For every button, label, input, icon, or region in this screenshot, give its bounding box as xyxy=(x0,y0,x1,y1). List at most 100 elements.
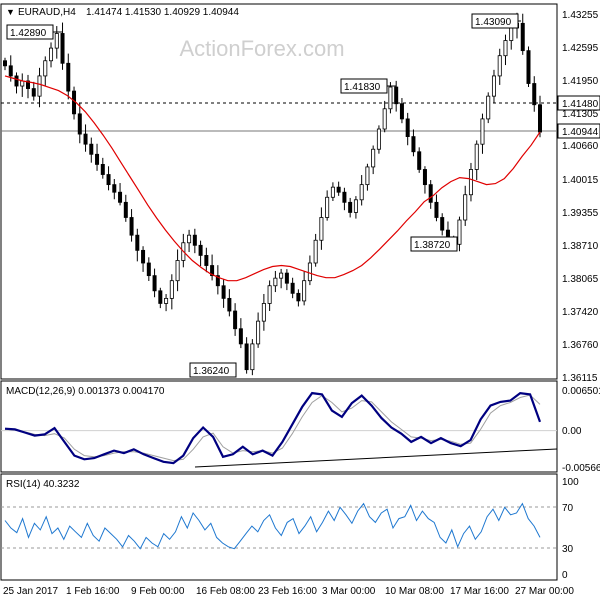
candle-body xyxy=(296,292,301,302)
candle-body xyxy=(313,239,318,264)
macd-main-line xyxy=(4,391,542,465)
candle xyxy=(83,124,88,152)
candle-body xyxy=(474,143,479,170)
candle-body xyxy=(371,148,376,168)
annotation-label: 1.41830 xyxy=(344,82,381,93)
candle-body xyxy=(256,320,261,345)
candle-body xyxy=(8,65,13,77)
candle-body xyxy=(284,272,289,284)
candle-body xyxy=(54,33,59,49)
candle xyxy=(273,270,278,293)
candle xyxy=(348,197,353,218)
candle-body xyxy=(37,75,42,97)
candle-body xyxy=(204,255,209,266)
candle-body xyxy=(26,80,31,89)
price-marker-current: 1.41480 xyxy=(557,95,600,111)
candle xyxy=(497,48,502,85)
price-tick: 1.43255 xyxy=(562,10,599,21)
candle-body xyxy=(428,184,433,203)
candle-body xyxy=(158,290,163,304)
annotation-label: 1.38720 xyxy=(414,240,451,251)
time-tick: 3 Mar 00:00 xyxy=(322,586,376,597)
macd-signal-line xyxy=(4,394,541,462)
rsi-tick: 100 xyxy=(562,477,579,488)
candle-body xyxy=(77,113,82,135)
time-tick: 17 Mar 16:00 xyxy=(450,586,509,597)
candle-body xyxy=(526,50,531,84)
candle xyxy=(405,112,410,146)
price-tick: 1.39355 xyxy=(562,208,599,219)
chart-header: ▼ EURAUD,H4 1.41474 1.41530 1.40929 1.40… xyxy=(6,7,239,18)
candle-body xyxy=(359,184,364,201)
candle xyxy=(336,181,341,196)
candle-body xyxy=(112,184,117,193)
candle xyxy=(353,196,358,219)
candle-body xyxy=(66,62,71,92)
candle xyxy=(296,289,301,307)
candle xyxy=(486,92,491,124)
candle xyxy=(422,166,427,194)
candle xyxy=(158,287,163,309)
candle xyxy=(31,81,36,101)
candle xyxy=(198,240,203,267)
candle-body xyxy=(244,343,249,371)
candle xyxy=(43,56,48,86)
annotation-label: 1.42890 xyxy=(10,28,47,39)
candle xyxy=(169,274,174,310)
candle xyxy=(26,74,31,99)
price-marker-current-label: 1.41480 xyxy=(562,99,599,110)
candle xyxy=(66,53,71,100)
ohlc-readout: 1.41474 1.41530 1.40929 1.40944 xyxy=(86,7,239,18)
candle xyxy=(284,269,289,291)
candle-body xyxy=(3,60,8,67)
candle-body xyxy=(215,275,220,287)
candle-body xyxy=(95,153,100,165)
time-tick: 23 Feb 16:00 xyxy=(258,586,317,597)
price-tick: 1.40015 xyxy=(562,175,599,186)
price-marker-last-label: 1.40944 xyxy=(562,127,599,138)
candle-body xyxy=(43,60,48,77)
candle xyxy=(411,129,416,157)
candle-body xyxy=(210,265,215,277)
candle-body xyxy=(382,108,387,130)
candle-body xyxy=(457,219,462,245)
candle-body xyxy=(307,262,312,282)
candle xyxy=(89,137,94,163)
price-tick: 1.37420 xyxy=(562,307,599,318)
candle-body xyxy=(60,33,65,64)
candle xyxy=(210,254,215,281)
candle xyxy=(302,271,307,306)
candle-body xyxy=(49,47,54,62)
candle-body xyxy=(302,280,307,302)
price-axis: 1.43255 1.42595 1.41950 1.41305 1.40660 … xyxy=(562,10,599,384)
candle-body xyxy=(221,285,226,299)
candle-body xyxy=(417,151,422,170)
macd-title: MACD(12,26,9) 0.001373 0.004170 xyxy=(6,386,165,397)
macd-tick: -0.005666 xyxy=(562,463,600,474)
dropdown-triangle-icon[interactable]: ▼ xyxy=(6,7,15,17)
rsi-tick: 70 xyxy=(562,503,574,514)
macd-trendline xyxy=(194,448,558,468)
candle xyxy=(520,13,525,55)
candle-body xyxy=(520,22,525,52)
candle xyxy=(233,303,238,336)
annotation-low-1: 1.36240 xyxy=(189,362,237,378)
candle xyxy=(14,72,19,94)
candle xyxy=(192,228,197,254)
candle-body xyxy=(509,27,514,41)
candle xyxy=(313,233,318,267)
candle xyxy=(3,57,8,71)
candle-body xyxy=(233,310,238,330)
candle xyxy=(129,209,134,242)
macd-panel-frame xyxy=(0,380,558,473)
candle-body xyxy=(227,297,232,312)
annotation-high-1: 1.42890 xyxy=(6,24,62,40)
annotation-high-2: 1.41830 xyxy=(340,78,396,94)
rsi-tick: 0 xyxy=(562,570,568,581)
annotation-low-2: 1.38720 xyxy=(410,236,458,252)
candle-body xyxy=(100,164,105,175)
candle-body xyxy=(336,186,341,193)
candle-body xyxy=(273,277,278,287)
